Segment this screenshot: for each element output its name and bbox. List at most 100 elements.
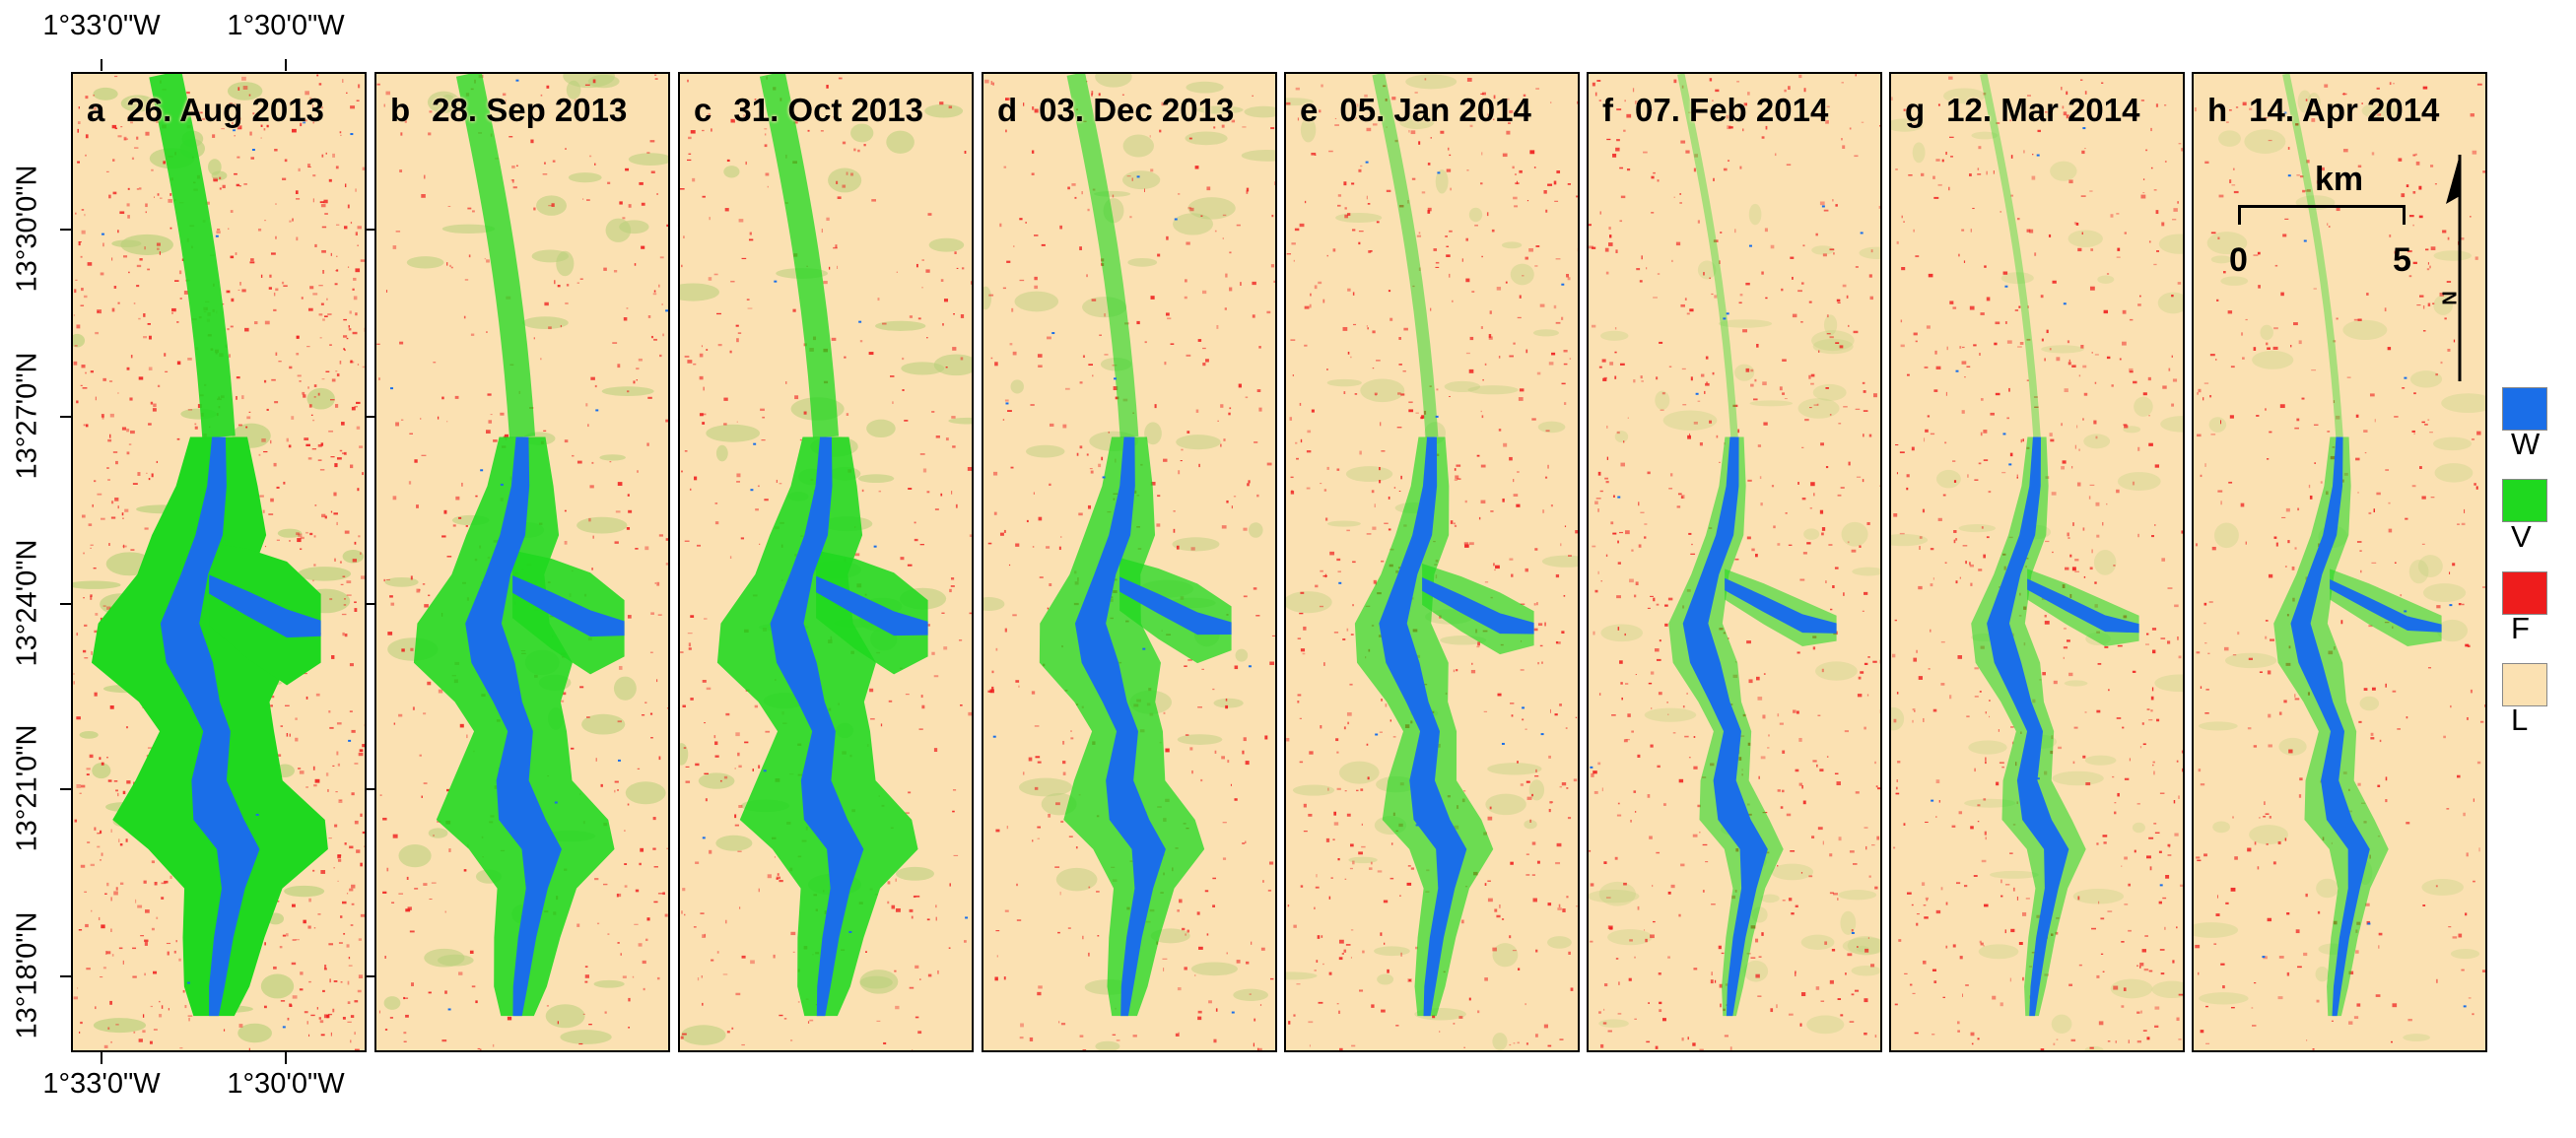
flooded-pixel xyxy=(1684,298,1687,301)
flooded-pixel xyxy=(1901,215,1903,219)
dry-vegetation-patch xyxy=(2151,980,2183,999)
flooded-pixel xyxy=(1003,166,1007,168)
flooded-pixel xyxy=(1297,637,1302,639)
flooded-pixel xyxy=(384,955,386,959)
flooded-pixel xyxy=(161,897,165,900)
flooded-pixel xyxy=(350,105,356,109)
flooded-pixel xyxy=(1615,958,1619,960)
flooded-pixel xyxy=(137,904,143,908)
flooded-pixel xyxy=(2000,879,2002,884)
flooded-pixel xyxy=(2277,996,2283,1000)
flooded-pixel xyxy=(1638,544,1642,548)
flooded-pixel xyxy=(955,503,958,508)
flooded-pixel xyxy=(73,314,76,316)
flooded-pixel xyxy=(1986,536,1990,539)
flooded-pixel xyxy=(1933,196,1939,199)
flooded-pixel xyxy=(2320,481,2323,484)
flooded-pixel xyxy=(357,989,362,993)
flooded-pixel xyxy=(1554,713,1558,716)
flooded-pixel xyxy=(1651,212,1655,214)
flooded-pixel xyxy=(317,459,322,462)
flooded-pixel xyxy=(1163,711,1166,714)
flooded-pixel xyxy=(356,100,360,101)
flooded-pixel xyxy=(1955,538,1958,541)
flooded-pixel xyxy=(1343,726,1346,730)
flooded-pixel xyxy=(2154,464,2160,468)
flooded-pixel xyxy=(2263,815,2267,818)
flooded-pixel xyxy=(646,442,649,446)
flooded-pixel xyxy=(738,805,743,808)
flooded-pixel xyxy=(1556,842,1562,847)
flooded-pixel xyxy=(2144,935,2148,937)
flooded-pixel xyxy=(342,79,344,83)
flooded-pixel xyxy=(1977,821,1980,823)
flooded-pixel xyxy=(298,533,303,538)
flooded-pixel xyxy=(76,633,79,636)
dry-vegetation-patch xyxy=(625,781,666,805)
flooded-pixel xyxy=(1812,760,1817,763)
flooded-pixel xyxy=(1598,1011,1601,1014)
reservoir-water xyxy=(770,436,864,1017)
flooded-pixel xyxy=(2200,1030,2204,1034)
flooded-pixel xyxy=(1292,374,1294,376)
flooded-pixel xyxy=(1388,496,1390,500)
water-pixel xyxy=(215,234,219,237)
flooded-pixel xyxy=(2065,567,2069,570)
flooded-pixel xyxy=(2263,956,2268,960)
flooded-pixel xyxy=(346,594,352,596)
flooded-pixel xyxy=(2154,1006,2160,1010)
flooded-pixel xyxy=(126,780,131,784)
water-pixel xyxy=(1005,402,1009,405)
flooded-pixel xyxy=(150,401,154,405)
flooded-pixel xyxy=(1635,674,1637,676)
flooded-pixel xyxy=(1877,787,1880,790)
flooded-pixel xyxy=(2150,127,2152,132)
flooded-pixel xyxy=(1919,546,1921,550)
flooded-pixel xyxy=(459,723,464,728)
flooded-pixel xyxy=(1721,952,1725,955)
flooded-pixel xyxy=(85,923,89,928)
flooded-pixel xyxy=(1848,324,1850,327)
flooded-pixel xyxy=(1336,204,1341,207)
flooded-pixel xyxy=(2091,549,2093,554)
flooded-pixel xyxy=(1962,993,1964,997)
flooded-pixel xyxy=(1898,939,1902,942)
lat-label-1: 13°30'0"N xyxy=(11,165,43,293)
flooded-pixel xyxy=(1864,726,1866,730)
flooded-pixel xyxy=(1615,249,1618,253)
flooded-pixel xyxy=(1330,877,1333,879)
flooded-pixel xyxy=(504,434,508,438)
flooded-pixel xyxy=(1398,204,1404,208)
lon-tick-bottom-1 xyxy=(101,1052,102,1064)
flooded-pixel xyxy=(1786,164,1792,167)
flooded-pixel xyxy=(348,965,353,967)
flooded-pixel xyxy=(803,411,807,415)
flooded-pixel xyxy=(2181,148,2183,152)
flooded-pixel xyxy=(248,94,251,97)
flooded-pixel xyxy=(1826,314,1829,318)
flooded-pixel xyxy=(999,532,1004,536)
flooded-pixel xyxy=(1913,229,1915,233)
flooded-pixel xyxy=(2254,841,2257,845)
flooded-pixel xyxy=(169,193,172,196)
flooded-pixel xyxy=(1420,416,1424,420)
flooded-pixel xyxy=(1173,528,1176,533)
flooded-pixel xyxy=(713,273,718,276)
flooded-pixel xyxy=(2067,532,2069,537)
flooded-pixel xyxy=(552,160,556,163)
flooded-pixel xyxy=(348,956,351,960)
flooded-pixel xyxy=(1366,195,1368,200)
flooded-pixel xyxy=(2136,803,2140,805)
flooded-pixel xyxy=(1666,702,1668,703)
flooded-pixel xyxy=(2164,104,2167,106)
flooded-pixel xyxy=(1746,536,1751,540)
flooded-pixel xyxy=(2357,492,2359,494)
flooded-pixel xyxy=(1728,636,1729,639)
flooded-pixel xyxy=(123,136,127,141)
flooded-pixel xyxy=(143,336,147,339)
flooded-pixel xyxy=(1402,369,1406,372)
flooded-pixel xyxy=(406,876,409,880)
flooded-pixel xyxy=(949,883,951,887)
flooded-pixel xyxy=(2422,330,2426,332)
flooded-pixel xyxy=(2016,896,2019,901)
